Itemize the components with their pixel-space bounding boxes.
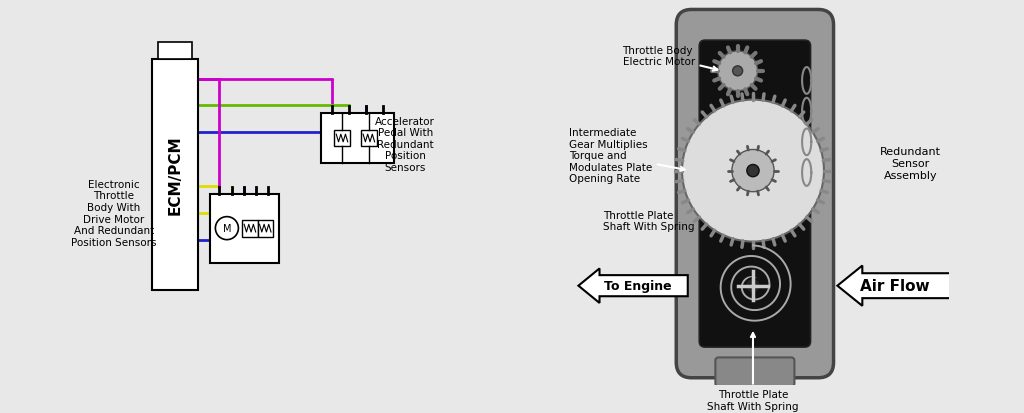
- Circle shape: [745, 278, 761, 294]
- Text: Redundant
Sensor
Assembly: Redundant Sensor Assembly: [880, 147, 941, 180]
- FancyBboxPatch shape: [699, 41, 811, 347]
- FancyBboxPatch shape: [676, 10, 834, 378]
- Text: M: M: [222, 223, 231, 234]
- Bar: [321, 114, 394, 164]
- Circle shape: [682, 100, 824, 242]
- Text: ECM/PCM: ECM/PCM: [168, 135, 182, 215]
- Circle shape: [732, 150, 774, 192]
- Text: Intermediate
Gear Multiplies
Torque and
Modulates Plate
Opening Rate: Intermediate Gear Multiplies Torque and …: [568, 128, 685, 184]
- Text: Throttle Body
Electric Motor: Throttle Body Electric Motor: [623, 45, 718, 71]
- Text: To Engine: To Engine: [604, 280, 672, 292]
- FancyBboxPatch shape: [716, 358, 795, 387]
- Circle shape: [215, 217, 239, 240]
- Text: Throttle Plate
Shaft With Spring: Throttle Plate Shaft With Spring: [708, 333, 799, 411]
- Bar: [210, 194, 279, 263]
- Circle shape: [718, 52, 758, 92]
- Circle shape: [732, 66, 742, 77]
- FancyArrow shape: [838, 266, 950, 306]
- Bar: [243, 220, 258, 237]
- Circle shape: [746, 165, 759, 177]
- FancyArrow shape: [579, 269, 688, 303]
- Text: Air Flow: Air Flow: [860, 278, 930, 294]
- Text: Throttle Plate
Shaft With Spring: Throttle Plate Shaft With Spring: [603, 210, 695, 232]
- Text: Accelerator
Pedal With
Redundant
Position
Sensors: Accelerator Pedal With Redundant Positio…: [376, 116, 435, 173]
- Bar: [361, 130, 377, 147]
- Text: Electronic
Throttle
Body With
Drive Motor
And Redundant
Position Sensors: Electronic Throttle Body With Drive Moto…: [71, 179, 157, 247]
- Bar: [258, 220, 273, 237]
- Bar: [334, 130, 349, 147]
- Bar: [158, 43, 193, 60]
- Bar: [153, 60, 198, 290]
